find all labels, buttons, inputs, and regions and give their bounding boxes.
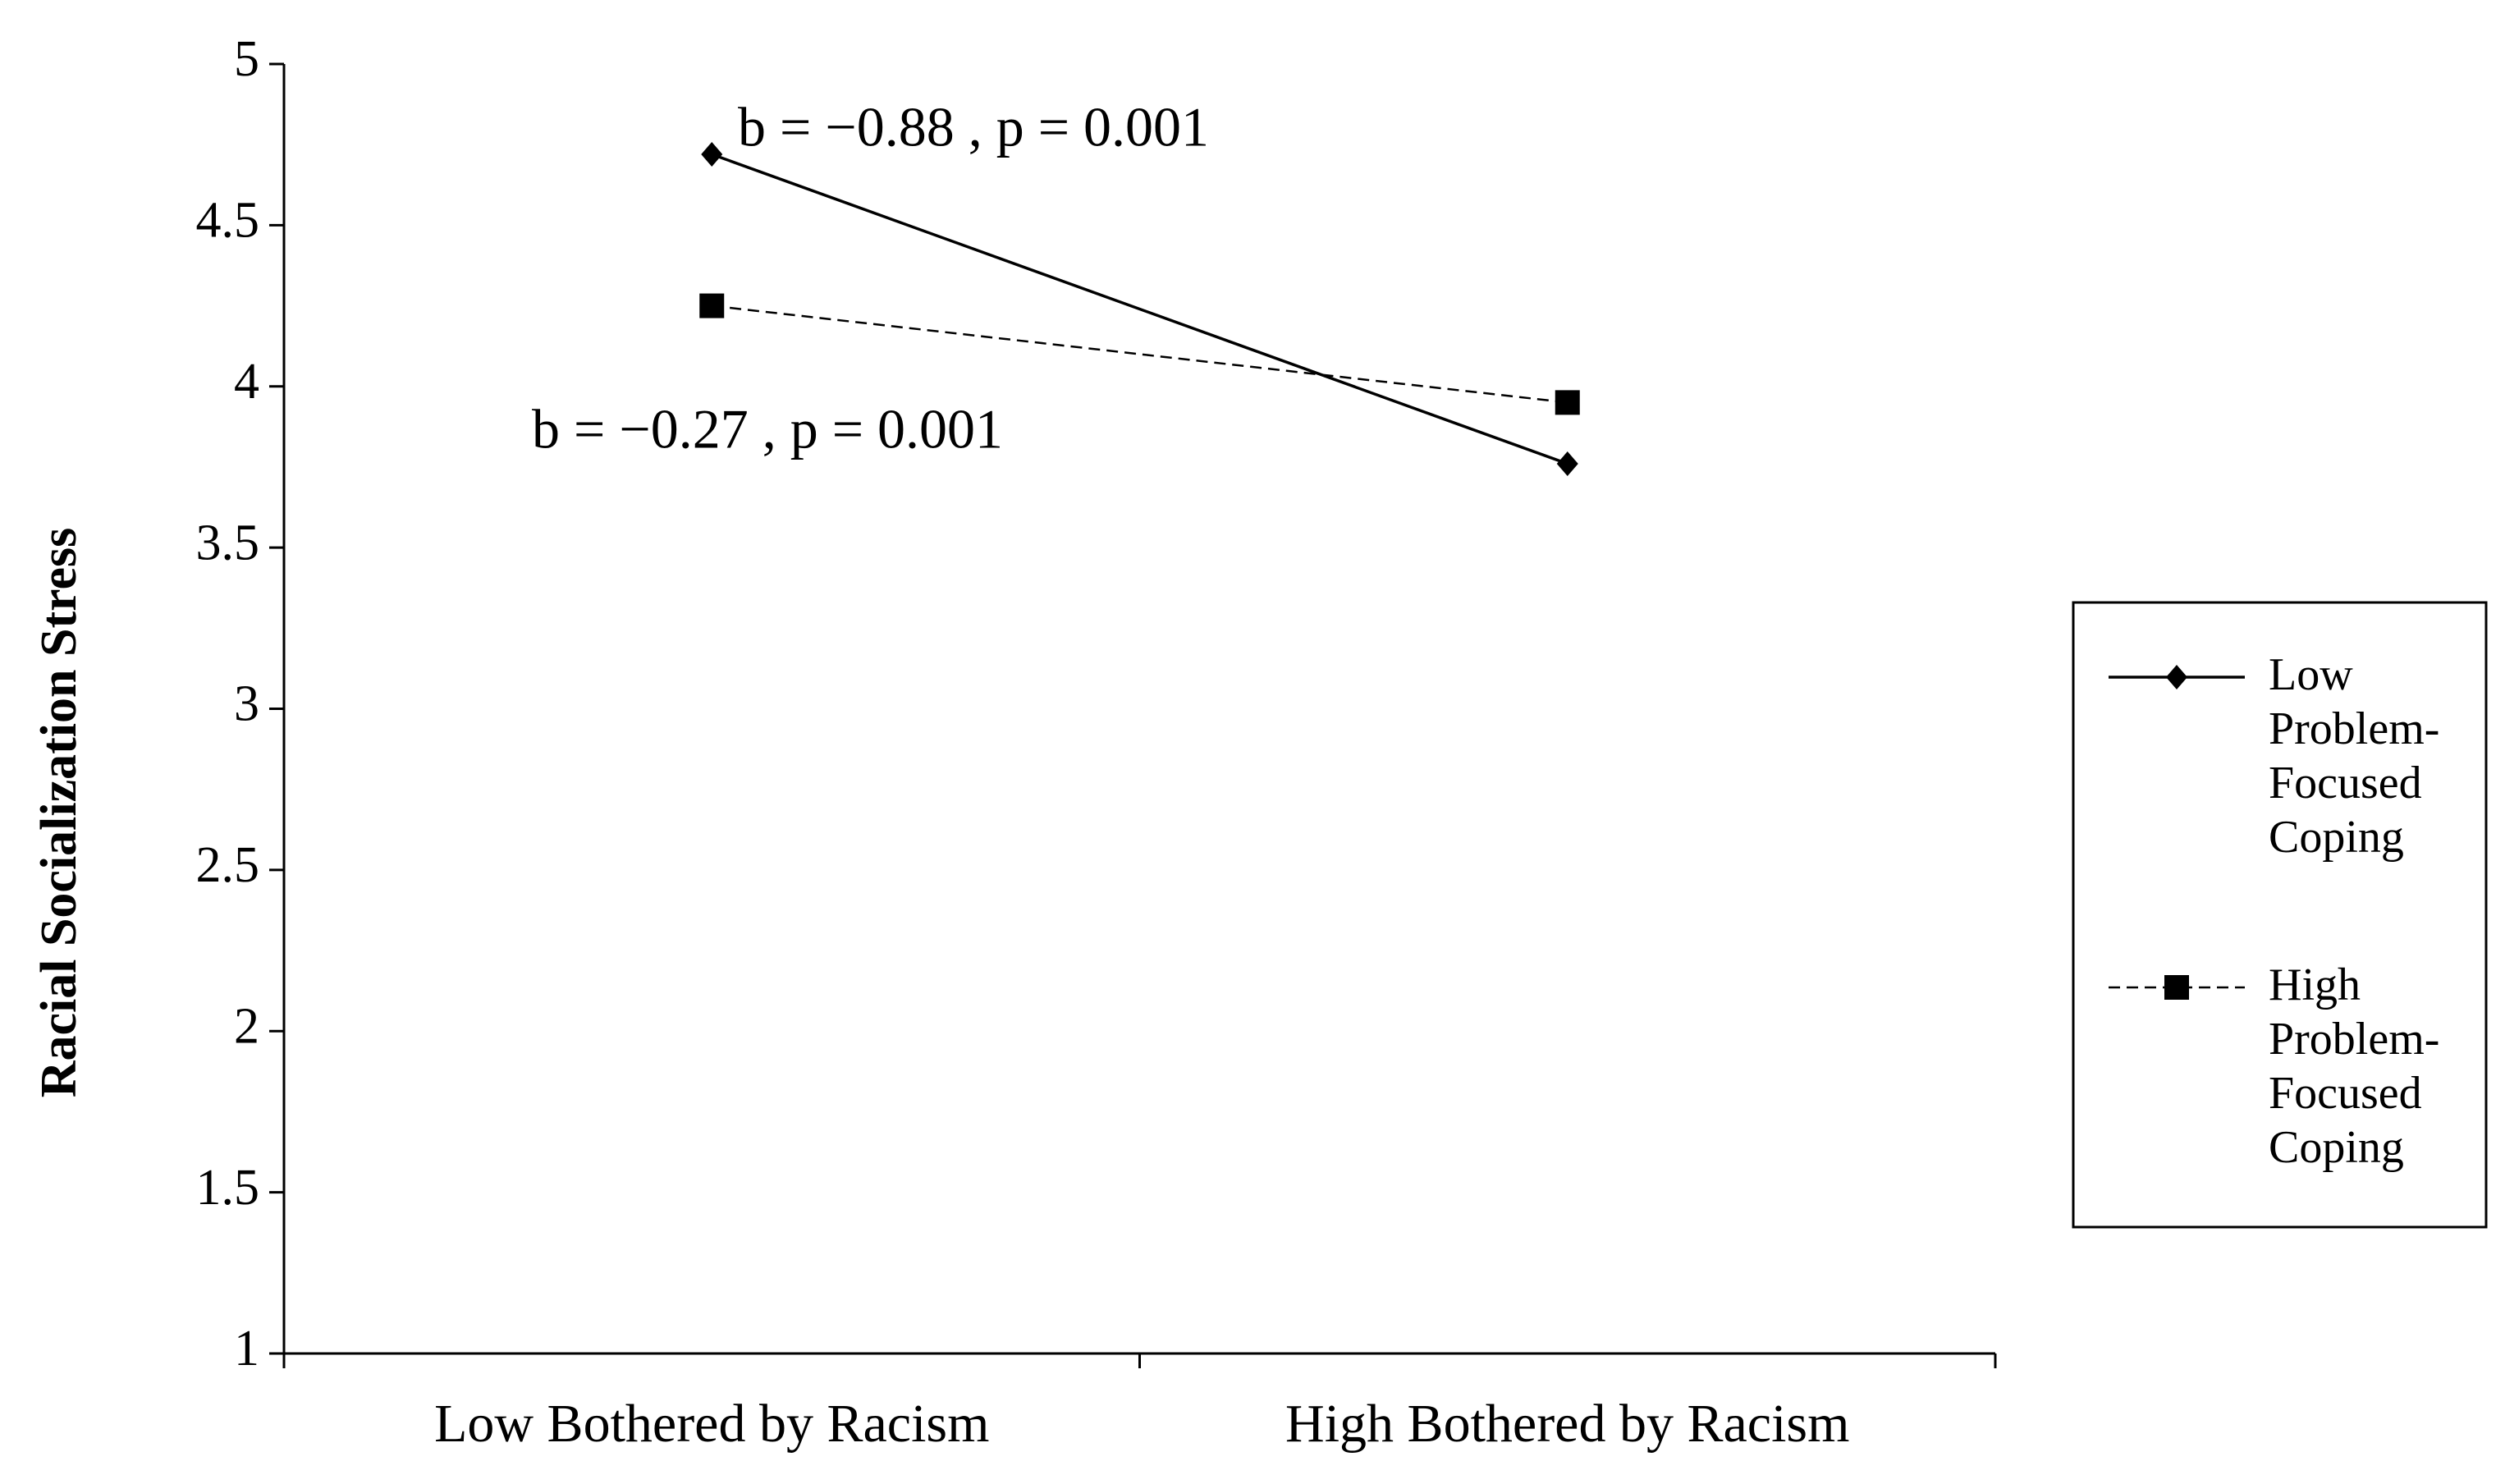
data-point xyxy=(701,141,723,167)
annotation: b = −0.88 , p = 0.001 xyxy=(738,96,1209,158)
data-point xyxy=(699,293,725,318)
y-tick-label: 4.5 xyxy=(196,193,260,249)
x-tick-label: High Bothered by Racism xyxy=(1285,1394,1849,1454)
y-tick-label: 4 xyxy=(234,354,259,410)
y-tick-label: 5 xyxy=(234,31,259,87)
data-point xyxy=(1556,451,1578,477)
y-tick-label: 3.5 xyxy=(196,515,260,570)
legend-box xyxy=(2072,601,2488,1229)
legend-marker xyxy=(2164,975,2189,1000)
y-tick-label: 3 xyxy=(234,676,259,732)
legend-marker xyxy=(2166,665,2187,689)
y-axis-title: Racial Socialization Stress xyxy=(31,528,87,1098)
y-tick-label: 1 xyxy=(234,1321,259,1376)
annotation: b = −0.27 , p = 0.001 xyxy=(532,398,1003,460)
legend-label: High Problem-Focused Coping xyxy=(2269,960,2440,1173)
x-tick-label: Low Bothered by Racism xyxy=(434,1394,989,1454)
y-tick-label: 2.5 xyxy=(196,837,260,893)
series-line xyxy=(712,305,1568,404)
legend-label: Low Problem-Focused Coping xyxy=(2269,649,2440,863)
data-point xyxy=(1555,390,1580,415)
y-tick-label: 2 xyxy=(234,998,259,1054)
series-line xyxy=(711,153,1568,465)
y-tick-label: 1.5 xyxy=(196,1160,260,1216)
